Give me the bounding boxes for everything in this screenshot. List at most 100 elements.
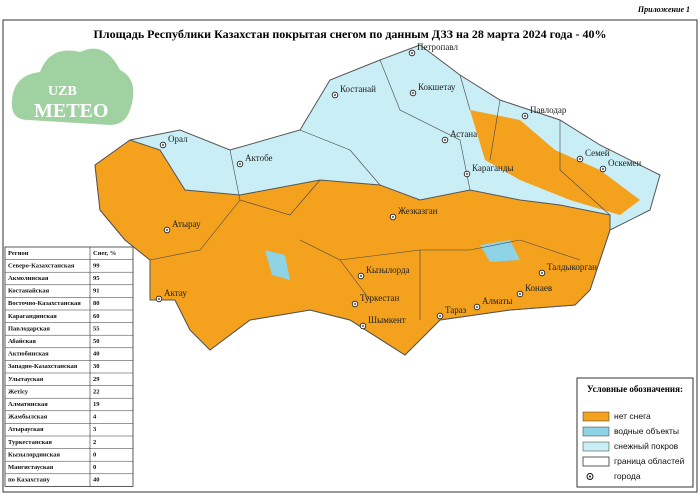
table-cell: Северо-Казахстанская [8,262,75,269]
table-cell: 40 [93,477,100,484]
table-cell: Жетісу [8,388,29,395]
legend-label: нет снега [614,411,651,421]
table-cell: 2 [93,439,96,446]
table-cell: Алматинская [8,401,48,408]
table-cell: Павлодарская [8,325,50,332]
city: Кокшетау [418,82,456,92]
city: Кызылорда [366,265,410,275]
city: Костанай [340,84,376,94]
legend-item: граница областей [582,456,685,467]
city-marker [362,325,364,327]
table-cell: 99 [93,262,100,269]
city: Тараз [445,305,467,315]
table-cell: 80 [93,300,100,307]
logo: UZB METEO [11,48,134,126]
city-marker [439,315,441,317]
city-marker [239,163,241,165]
city: Караганды [472,163,514,173]
legend-swatch [582,411,610,422]
water [265,240,520,280]
city-marker [476,306,478,308]
city-marker [466,173,468,175]
city-marker [579,158,581,160]
region-borders [149,59,611,320]
city: Петропавл [417,42,458,52]
legend-item: нет снега [582,411,651,422]
table-cell: Кызылординская [8,451,60,458]
legend-label: водные объекты [614,426,679,436]
city-marker [392,216,394,218]
logo-text: UZB [48,84,77,99]
legend-item: снежный покров [582,441,679,452]
table-cell: 50 [93,338,100,345]
table-cell: по Казахстану [8,477,51,484]
no-snow-area [94,139,611,356]
table-cell: Жамбылская [8,414,48,421]
city: Актау [164,288,187,298]
table-cell: 91 [93,288,100,295]
table-cell: 55 [93,325,100,332]
city-marker [524,115,526,117]
table-cell: 95 [93,275,100,282]
table-cell: Западно-Казахстанская [8,363,78,370]
city-marker [354,303,356,305]
table-cell: Костанайская [8,288,50,295]
city-marker [444,139,446,141]
table-cell: Карагандинская [8,313,57,320]
legend-swatch [582,456,610,467]
table-cell: Актюбинская [8,351,49,358]
table-cell: Абайская [8,338,36,345]
frame [2,19,698,493]
city: Оскемен [608,158,641,168]
table-cell: 22 [93,388,100,395]
map-title: Площадь Республики Казахстан покрытая сн… [94,27,607,41]
legend-swatch [589,475,591,478]
table-cell: 0 [93,464,96,471]
legend: Условные обозначения: нет снега водные об… [576,377,694,488]
table-cell: 4 [93,414,97,421]
table-cell: Восточно-Казахстанская [8,300,81,307]
city-marker [519,293,521,295]
table-cell: Снег, % [93,250,116,257]
city-marker [411,52,413,54]
city: Атырау [172,219,201,229]
table-cell: 19 [93,401,100,408]
city-marker [166,229,168,231]
city-marker [541,272,543,274]
city: Талдыкорган [547,262,597,272]
city: Семей [585,148,610,158]
legend-label: снежный покров [614,441,679,451]
table-cell: 40 [93,351,100,358]
appendix: Приложение 1 [637,5,690,14]
city: Алматы [482,296,512,306]
cities: Петропавл Костанай Кокшетау Павлодар Аст… [164,42,641,325]
table-cell: Туркестанская [8,439,52,446]
legend-swatch [582,441,610,452]
city: Актобе [245,153,273,163]
city: Шымкент [368,315,406,325]
legend-item: водные объекты [582,426,679,437]
table-cell: 30 [93,363,100,370]
city: Жезказган [398,206,438,216]
table-cell: Регион [8,250,29,257]
legend-label: граница областей [614,456,685,466]
city-marker [158,298,160,300]
city: Орал [168,134,188,144]
table-bg [4,246,134,487]
legend-title: Условные обозначения: [587,384,683,394]
city: Конаев [525,283,552,293]
city-marker [334,94,336,96]
logo-text: METEO [34,100,108,122]
table-cell: Акмолинская [8,275,49,282]
legend-swatch [582,426,610,437]
legend-item: города [586,471,641,481]
no-snow-area [470,110,640,215]
city: Астана [450,129,477,139]
table-cell: Атырауская [8,426,44,433]
table-cell: Мангистауская [8,464,54,471]
legend-label: города [614,471,641,481]
table-cell: 29 [93,376,100,383]
city-marker [412,92,414,94]
city-marker [162,144,164,146]
